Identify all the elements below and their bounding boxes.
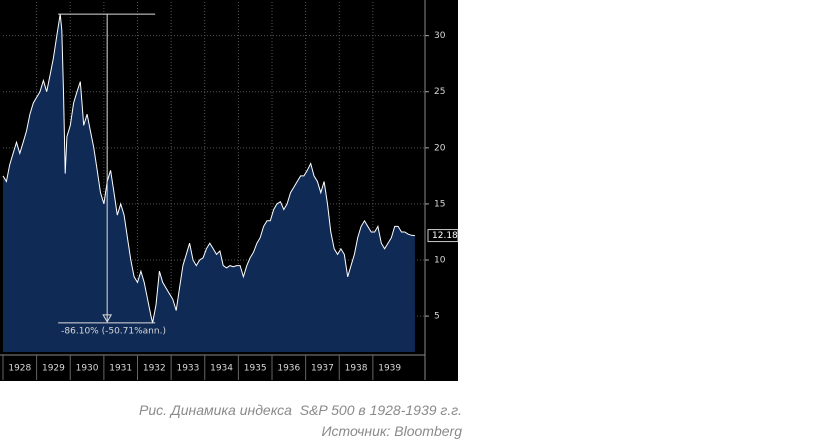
x-tick-label: 1933	[176, 364, 199, 374]
last-value-label: 12.18	[432, 231, 458, 241]
x-tick-label: 1928	[8, 364, 31, 374]
caption-source: Источник: Bloomberg	[321, 423, 462, 439]
area-fill	[3, 14, 415, 352]
annotation-text: -86.10% (-50.71%ann.)	[61, 326, 166, 336]
y-tick-label: 10	[434, 256, 446, 266]
y-tick-label: 25	[434, 87, 445, 97]
x-tick-label: 1939	[378, 364, 401, 374]
annotation-arrow	[102, 314, 113, 323]
caption: Рис. Динамика индекса S&P 500 в 1928-193…	[139, 402, 462, 418]
y-tick-label: 30	[434, 31, 446, 41]
chart: 5 10 15 20 25 30 1928 1929 1930 1931 1932 1933 1934 1…	[0, 0, 458, 381]
x-tick-label: 1931	[109, 364, 132, 374]
last-value-box	[427, 229, 458, 243]
x-tick-label: 1937	[311, 364, 334, 374]
x-tick-label: 1932	[143, 364, 166, 374]
x-tick-label: 1935	[244, 364, 267, 374]
x-tick-label: 1934	[210, 364, 233, 374]
x-tick-label: 1930	[76, 364, 99, 374]
x-tick-label: 1938	[345, 364, 368, 374]
x-tick-label: 1936	[277, 364, 300, 374]
y-tick-label: 20	[434, 143, 446, 153]
y-tick-label: 15	[434, 199, 445, 209]
x-tick-label: 1929	[42, 364, 65, 374]
y-tick-label: 5	[434, 312, 440, 322]
line	[2, 14, 415, 323]
